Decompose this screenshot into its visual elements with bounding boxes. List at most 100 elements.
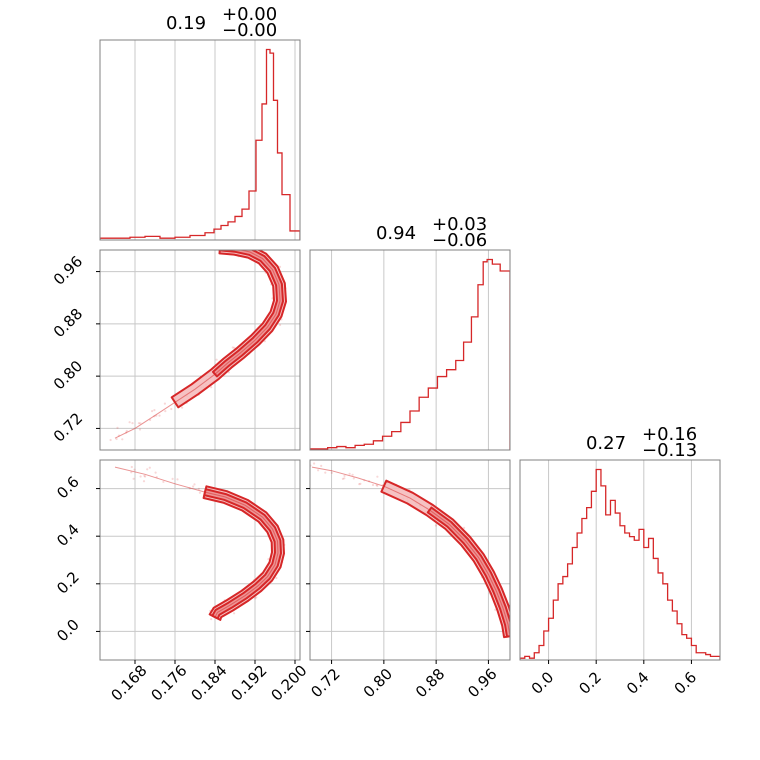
histogram-bin [256, 140, 262, 240]
histogram-bin [701, 653, 706, 660]
histogram-bin [447, 370, 456, 450]
histogram-bin [282, 195, 290, 240]
y-tick-label: 0.88 [50, 305, 86, 341]
histogram-bin [235, 216, 242, 240]
scatter-point [197, 487, 200, 490]
histogram-bin [553, 600, 558, 660]
scatter-point [138, 428, 142, 431]
histogram-bin [606, 515, 611, 660]
y-tick-label: 0.4 [53, 520, 83, 550]
scatter-point [128, 421, 131, 424]
histogram-2 [520, 468, 720, 660]
scatter-point [351, 473, 354, 476]
histogram-bin [478, 285, 483, 450]
scatter-point [352, 477, 355, 480]
histogram-bin [672, 611, 677, 660]
x-tick-label: 0.192 [227, 661, 270, 704]
joint-frame-0-2 [99, 459, 301, 661]
panel-title-1: 0.94 [376, 223, 416, 244]
x-tick-label: 0.96 [464, 665, 500, 701]
scatter-point [231, 346, 234, 349]
histogram-bin [544, 631, 549, 660]
histogram-bin [278, 153, 283, 240]
scatter-point [130, 465, 133, 469]
histogram-bin [267, 50, 271, 240]
scatter-point [343, 474, 346, 477]
histogram-bin [205, 233, 214, 240]
scatter-point [317, 469, 320, 472]
title-minus: −0.06 [432, 230, 487, 251]
histogram-bin [625, 533, 630, 660]
x-tick-label: 0.4 [623, 668, 653, 698]
histogram-bin [337, 447, 346, 450]
histogram-bin [145, 236, 160, 240]
joint-panel-1-2 [310, 462, 514, 639]
histogram-bin [190, 235, 205, 240]
x-tick-label: 0.72 [307, 665, 343, 701]
scatter-point [139, 422, 142, 425]
scatter-point [171, 477, 174, 480]
title-minus: −0.00 [222, 20, 277, 41]
x-tick-label: 0.176 [147, 661, 190, 704]
density-ridge [114, 466, 279, 618]
y-tick-label: 0.2 [53, 568, 83, 598]
scatter-point [132, 477, 135, 480]
scatter-point [233, 612, 236, 615]
scatter-point [181, 406, 184, 409]
scatter-point [198, 491, 201, 494]
scatter-point [146, 468, 149, 471]
histogram-bin [558, 584, 563, 660]
histogram-bin [401, 422, 410, 450]
histogram-bin [242, 209, 249, 240]
scatter-point [210, 618, 213, 621]
scatter-point [133, 468, 136, 471]
histogram-bin [591, 491, 596, 660]
scatter-point [143, 474, 146, 477]
scatter-point [170, 407, 173, 411]
histogram-bin [221, 225, 228, 240]
histogram-frame-0 [99, 39, 301, 241]
histogram-bin [658, 573, 663, 660]
title-plus: +0.03 [432, 214, 487, 235]
contour-inner [212, 250, 284, 378]
y-tick-label: 0.80 [50, 357, 86, 393]
scatter-point [115, 437, 118, 441]
histogram-bin [549, 618, 554, 660]
scatter-point [137, 422, 140, 425]
histogram-bin [696, 653, 701, 660]
histogram-bin [290, 231, 300, 240]
joint-frame-0-1 [99, 249, 301, 451]
title-plus: +0.00 [222, 4, 277, 25]
y-tick-label: 0.72 [50, 409, 86, 445]
scatter-point [193, 483, 196, 486]
joint-frame-1-2 [309, 459, 511, 661]
histogram-bin [568, 564, 573, 660]
histogram-bin [410, 411, 419, 450]
scatter-point [512, 636, 514, 638]
histogram-bin [682, 635, 687, 660]
scatter-point [225, 247, 227, 249]
scatter-point [109, 438, 112, 442]
histogram-bin [214, 229, 221, 240]
scatter-point [144, 475, 147, 478]
histogram-bin [601, 486, 606, 660]
scatter-point [210, 386, 213, 389]
y-tick-label: 0.0 [53, 616, 83, 646]
scatter-point [358, 483, 361, 486]
scatter-point [232, 241, 234, 243]
scatter-point [512, 626, 514, 628]
histogram-bin [483, 262, 487, 450]
scatter-point [434, 524, 437, 527]
histogram-bin [383, 436, 392, 450]
histogram-bin [471, 317, 478, 450]
histogram-bin [355, 445, 364, 450]
scatter-point [130, 471, 133, 474]
histogram-bin [577, 533, 582, 660]
scatter-point [343, 477, 346, 480]
scatter-point [192, 485, 195, 488]
scatter-point [164, 410, 167, 413]
density-ridge [311, 466, 510, 637]
scatter-point [255, 596, 258, 599]
scatter-point [121, 438, 124, 441]
x-tick-label: 0.6 [671, 668, 701, 698]
